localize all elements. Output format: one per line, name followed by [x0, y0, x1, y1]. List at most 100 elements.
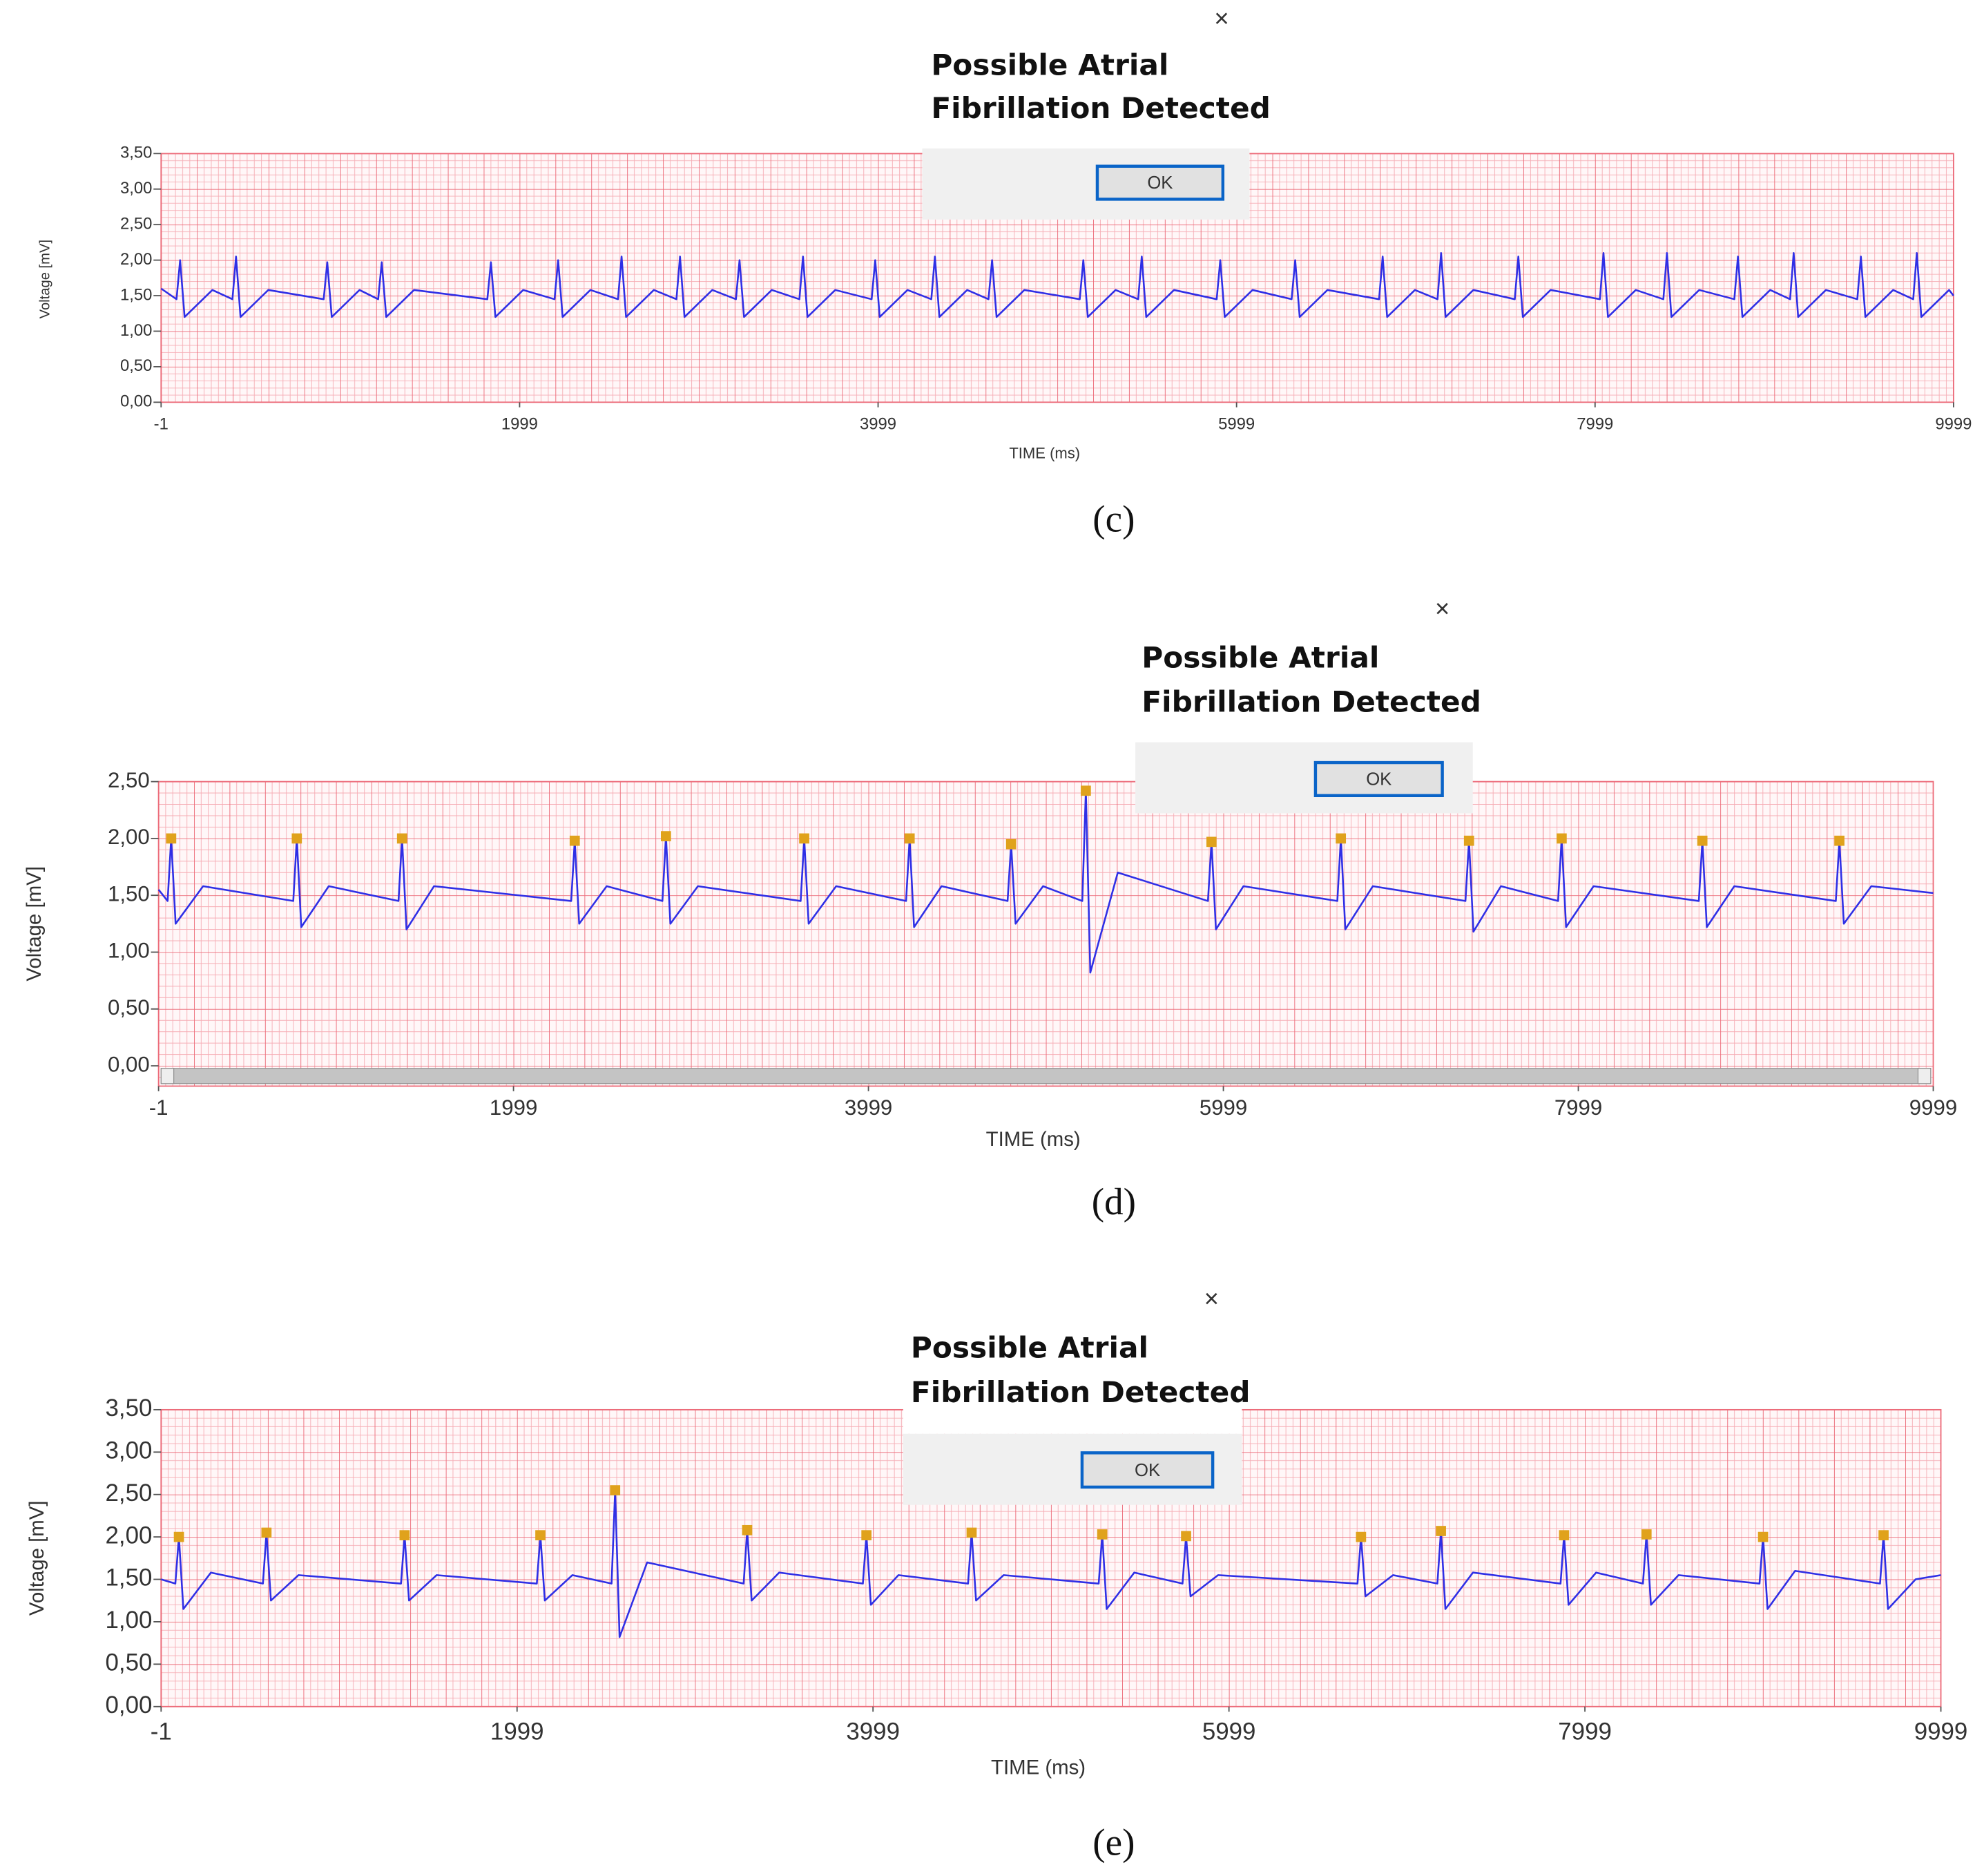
- r-peak-marker: [1559, 1530, 1570, 1541]
- x-tick-label: 3999: [845, 1095, 892, 1120]
- ok-button[interactable]: OK: [1080, 1451, 1215, 1489]
- dialog-message: Fibrillation Detected: [931, 91, 1271, 125]
- y-tick-label: 2,50: [108, 768, 150, 792]
- y-tick-label: 2,00: [120, 250, 152, 269]
- y-tick-label: 3,50: [120, 144, 152, 162]
- dialog-message: Fibrillation Detected: [1142, 685, 1481, 719]
- x-tick-label: 7999: [1554, 1095, 1602, 1120]
- ok-button-frame[interactable]: [1080, 1451, 1215, 1489]
- y-tick-label: 2,00: [106, 1522, 153, 1549]
- x-tick-label: 9999: [1935, 415, 1972, 434]
- r-peak-marker: [1206, 836, 1217, 848]
- ecg-trace: [160, 1489, 1941, 1638]
- r-peak-marker: [396, 833, 407, 844]
- scroll-right[interactable]: [1917, 1068, 1932, 1084]
- x-tick-label: 3999: [846, 1719, 900, 1745]
- x-tick-label: 1999: [490, 1719, 544, 1745]
- y-axis-label: Voltage [mV]: [23, 866, 46, 982]
- x-tick-label: 5999: [1200, 1095, 1247, 1120]
- x-tick-label: 9999: [1909, 1095, 1957, 1120]
- r-peak-marker: [1641, 1529, 1652, 1540]
- r-peak-marker: [1005, 839, 1017, 850]
- dialog-close[interactable]: ×: [1435, 594, 1450, 622]
- y-tick-label: 1,00: [108, 939, 150, 963]
- r-peak-marker: [1757, 1531, 1769, 1542]
- scrollbar[interactable]: [160, 1068, 1932, 1084]
- x-tick-label: 5999: [1202, 1719, 1256, 1745]
- r-peak-marker: [569, 835, 580, 846]
- panel-label: (d): [1092, 1180, 1136, 1223]
- r-peak-marker: [1834, 835, 1845, 846]
- y-tick-label: 0,00: [108, 1052, 150, 1076]
- y-tick-label: 2,50: [106, 1480, 153, 1506]
- ok-button-label[interactable]: OK: [1135, 1461, 1160, 1480]
- y-tick-label: 0,00: [120, 392, 152, 411]
- x-tick-label: 5999: [1218, 415, 1255, 434]
- dialog-close[interactable]: ×: [1204, 1285, 1219, 1313]
- r-peak-marker: [173, 1531, 184, 1542]
- x-axis-label: TIME (ms): [986, 1128, 1081, 1151]
- y-tick-label: 3,00: [120, 179, 152, 198]
- dialog-message: Possible Atrial: [911, 1331, 1148, 1365]
- y-tick-label: 1,50: [108, 881, 150, 906]
- r-peak-marker: [610, 1485, 621, 1495]
- r-peak-marker: [1436, 1526, 1446, 1536]
- r-peak-marker: [1081, 785, 1091, 796]
- ecg-trace: [160, 252, 1954, 318]
- ecg-trace: [157, 789, 1934, 974]
- y-tick-label: 0,50: [120, 356, 152, 375]
- x-tick-label: -1: [154, 415, 168, 434]
- y-tick-label: 2,50: [120, 214, 152, 233]
- y-tick-label: 0,50: [106, 1649, 153, 1676]
- x-tick-label: 7999: [1577, 415, 1613, 434]
- y-tick-label: 1,50: [120, 285, 152, 304]
- r-peak-marker: [1097, 1529, 1108, 1540]
- r-peak-marker: [1181, 1531, 1191, 1542]
- ok-button[interactable]: OK: [1313, 760, 1444, 798]
- ok-button-frame[interactable]: [1313, 760, 1444, 798]
- y-tick-label: 1,00: [120, 321, 152, 340]
- ok-button[interactable]: OK: [1095, 164, 1225, 201]
- x-axis-label: TIME (ms): [991, 1757, 1086, 1779]
- dialog-message: Possible Atrial: [931, 48, 1168, 82]
- scroll-left[interactable]: [160, 1068, 175, 1084]
- r-peak-marker: [535, 1530, 546, 1541]
- dialog-title-area: [903, 1407, 1242, 1434]
- ok-button-label[interactable]: OK: [1147, 173, 1173, 193]
- ecg-paper: [157, 781, 1934, 1087]
- dialog-message: Possible Atrial: [1142, 640, 1379, 674]
- y-axis-label: Voltage [mV]: [37, 240, 52, 318]
- r-peak-marker: [166, 833, 177, 844]
- r-peak-marker: [661, 831, 671, 841]
- r-peak-marker: [966, 1527, 977, 1538]
- y-tick-label: 0,00: [106, 1692, 153, 1719]
- x-tick-label: 3999: [860, 415, 896, 434]
- x-tick-label: 1999: [501, 415, 538, 434]
- x-tick-label: 7999: [1558, 1719, 1612, 1745]
- r-peak-marker: [1356, 1531, 1367, 1542]
- ok-button-label[interactable]: OK: [1366, 770, 1391, 789]
- r-peak-marker: [904, 833, 915, 844]
- r-peak-marker: [861, 1530, 872, 1541]
- panel-label: (c): [1092, 497, 1135, 539]
- r-peak-marker: [799, 833, 809, 844]
- r-peak-marker: [1336, 833, 1347, 844]
- r-peak-marker: [261, 1527, 272, 1538]
- r-peak-marker: [399, 1530, 410, 1541]
- y-tick-label: 1,50: [106, 1564, 153, 1591]
- dialog-message: Fibrillation Detected: [911, 1375, 1251, 1409]
- x-tick-label: -1: [149, 1095, 168, 1120]
- r-peak-marker: [1463, 835, 1474, 846]
- x-tick-label: 1999: [490, 1095, 537, 1120]
- y-tick-label: 3,50: [106, 1395, 153, 1422]
- x-tick-label: 9999: [1914, 1719, 1968, 1745]
- dialog-close[interactable]: ×: [1214, 4, 1229, 32]
- r-peak-marker: [1878, 1530, 1889, 1541]
- y-tick-label: 2,00: [108, 825, 150, 849]
- r-peak-marker: [1697, 835, 1708, 846]
- y-axis-label: Voltage [mV]: [26, 1501, 48, 1616]
- y-tick-label: 3,00: [106, 1437, 153, 1464]
- y-tick-label: 1,00: [106, 1607, 153, 1634]
- ok-button-frame[interactable]: [1095, 164, 1225, 201]
